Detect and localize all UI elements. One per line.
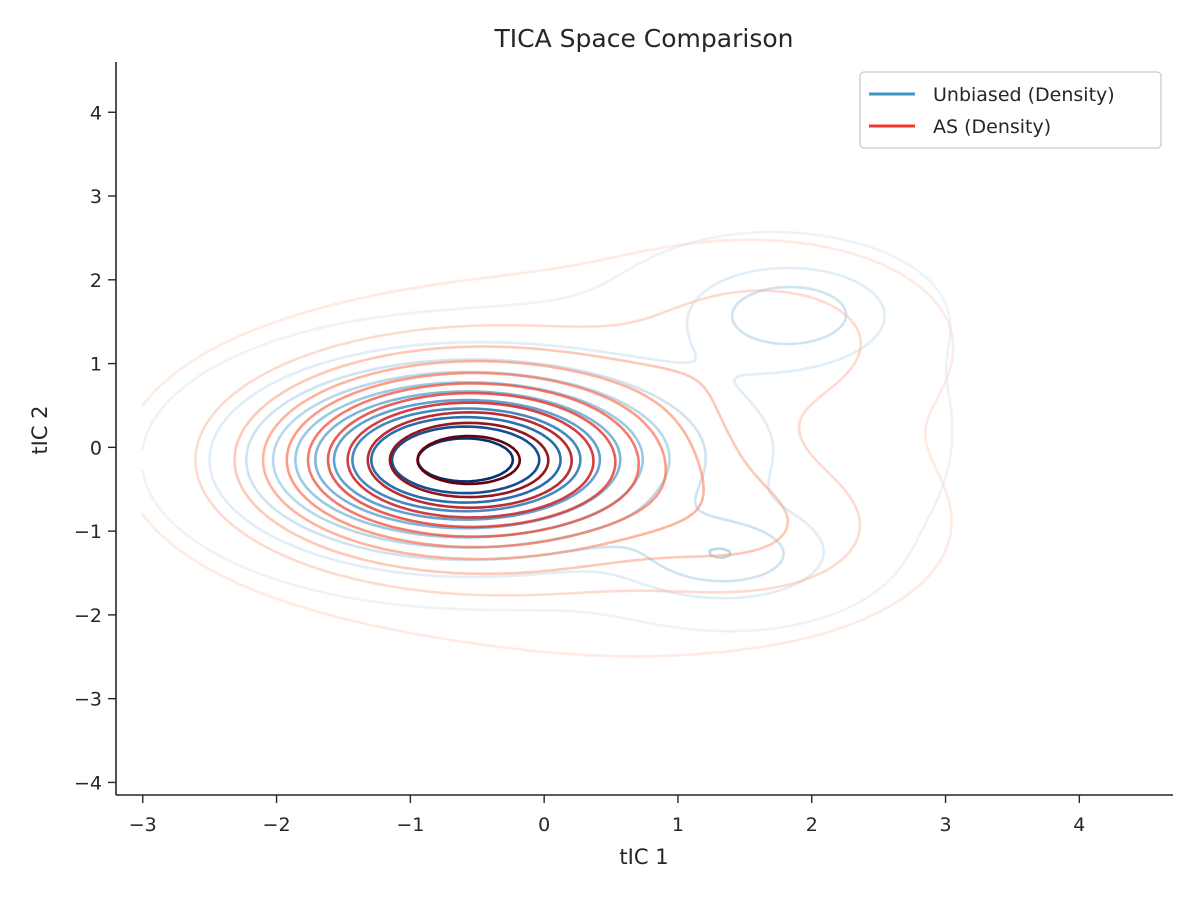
x-tick-label: 1 [672,814,684,836]
legend-label-as: AS (Density) [933,116,1051,138]
y-tick-label: 3 [90,186,102,208]
contour-level [366,411,573,509]
x-tick-label: 0 [538,814,550,836]
y-tick-label: −4 [74,772,102,794]
x-tick-label: −1 [396,814,424,836]
contour-level [351,407,582,513]
legend-label-unbiased: Unbiased (Density) [933,84,1115,106]
contour-level [416,434,522,486]
contour-level [370,415,562,504]
y-ticks: −4 −3 −2 −1 0 1 2 3 4 [74,102,116,794]
y-tick-label: −3 [74,689,102,711]
contour-level [326,391,617,529]
y-tick-label: 2 [90,270,102,292]
contour-level [245,285,848,583]
contour-level [416,437,515,483]
contour-level [388,421,550,499]
chart-title: TICA Space Comparison [494,24,794,53]
x-tick-label: 3 [939,814,951,836]
x-tick-label: −3 [129,814,157,836]
x-tick-label: 4 [1073,814,1085,836]
contour-series-as [141,238,955,658]
y-tick-label: 0 [90,437,102,459]
contour-level [141,238,955,658]
plot-area [141,230,955,658]
contour-level [390,425,541,495]
contour-level [306,382,640,538]
contour-level [194,289,863,597]
legend-frame [859,71,1162,149]
contour-level [208,266,886,600]
y-axis-label: tIC 2 [28,405,52,454]
x-ticks: −3 −2 −1 0 1 2 3 4 [129,795,1085,836]
contour-level [261,359,705,561]
y-tick-label: −2 [74,605,102,627]
contour-level [346,401,595,519]
x-tick-label: −2 [263,814,291,836]
y-tick-label: 1 [90,354,102,376]
y-tick-label: −1 [74,521,102,543]
contour-level [141,230,954,633]
axes: −3 −2 −1 0 1 2 3 4 −4 −3 −2 −1 0 1 2 3 4 [74,62,1173,836]
contour-level [332,398,602,521]
x-tick-label: 2 [806,814,818,836]
contour-level [285,371,667,549]
x-axis-label: tIC 1 [619,845,668,869]
legend: Unbiased (Density) AS (Density) [859,71,1162,149]
y-tick-label: 4 [90,102,102,124]
contour-level [233,345,790,576]
